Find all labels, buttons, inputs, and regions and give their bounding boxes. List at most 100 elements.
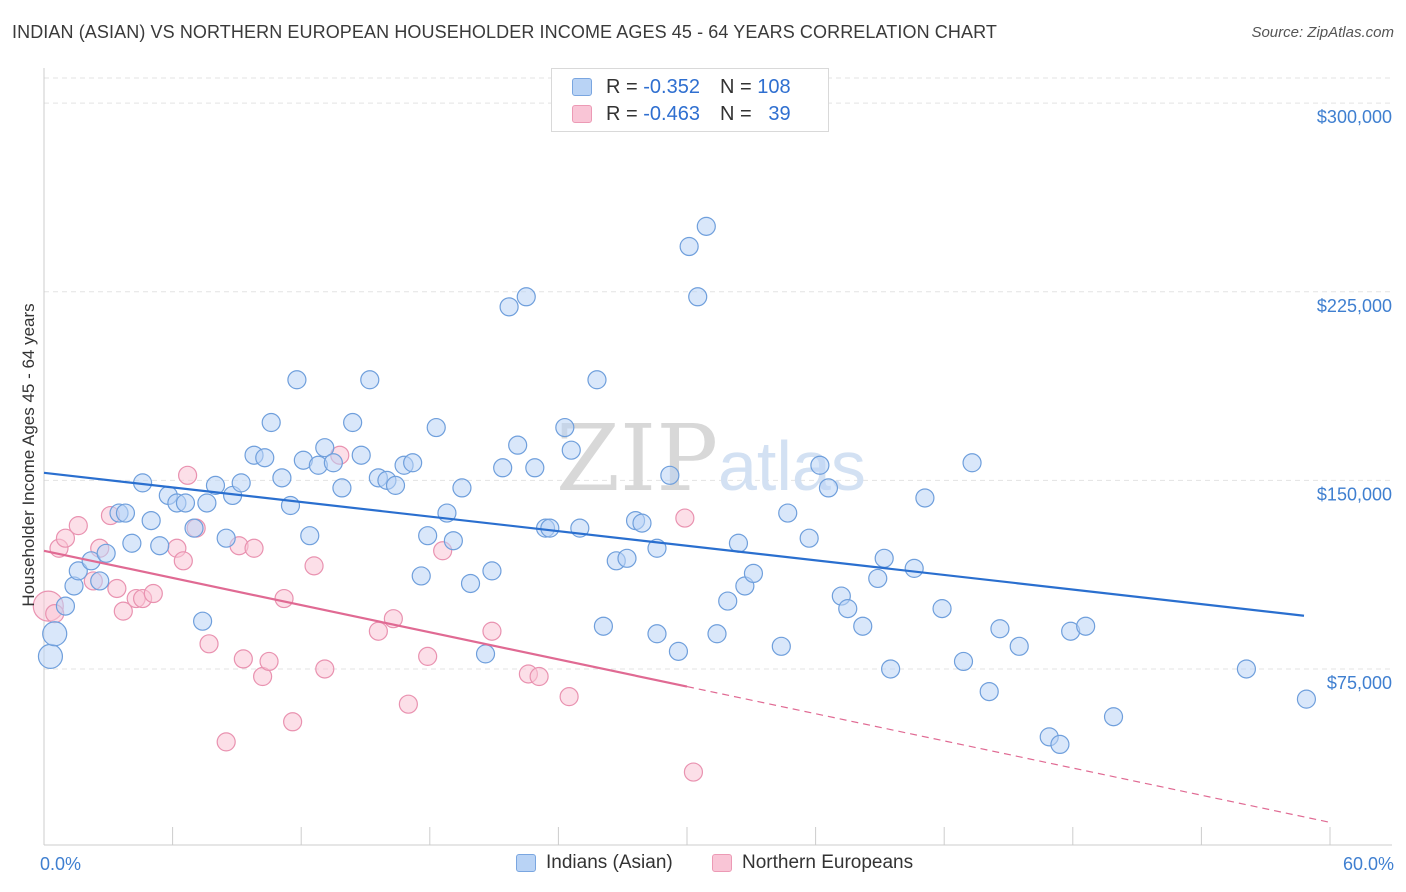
point-northern-europeans (233, 649, 253, 669)
series-legend: Indians (Asian) Northern Europeans (0, 852, 1406, 878)
point-indians-asian (853, 616, 873, 636)
point-indians-asian (932, 599, 952, 619)
point-northern-europeans (559, 687, 579, 707)
x-tick-label: 0.0% (40, 854, 81, 874)
point-indians-asian (418, 526, 438, 546)
point-indians-asian (1076, 616, 1096, 636)
point-indians-asian (632, 513, 652, 533)
point-indians-asian (743, 563, 764, 584)
point-northern-europeans (529, 666, 549, 687)
point-indians-asian (343, 412, 363, 433)
point-indians-asian (261, 412, 281, 433)
point-indians-asian (561, 440, 581, 460)
point-indians-asian (516, 287, 536, 307)
point-indians-asian (300, 526, 320, 546)
point-indians-asian (175, 493, 196, 513)
point-indians-asian (778, 503, 798, 523)
point-northern-europeans (259, 651, 279, 672)
trend-lines (43, 471, 1331, 823)
point-indians-asian (115, 503, 136, 523)
point-northern-europeans (199, 634, 219, 654)
watermark-zip: ZIP (556, 405, 718, 512)
point-indians-asian (696, 216, 716, 236)
point-indians-asian (255, 448, 275, 468)
point-indians-asian (184, 518, 204, 538)
y-tick-label: $225,000 (1317, 296, 1392, 316)
y-tick-label: $300,000 (1317, 107, 1392, 127)
point-indians-asian (1296, 689, 1317, 709)
point-indians-asian (332, 478, 352, 498)
n-value: 39 (768, 102, 791, 125)
point-northern-europeans (178, 465, 198, 485)
y-axis-label: Householder Income Ages 45 - 64 years (19, 303, 38, 606)
y-tick-label: $150,000 (1317, 484, 1392, 504)
point-indians-asian (315, 438, 335, 458)
stats-row-northern-europeans: R = -0.463 N = 39 (572, 101, 791, 127)
point-indians-asian (141, 510, 161, 531)
point-indians-asian (68, 561, 88, 581)
point-indians-asian (962, 453, 982, 473)
point-indians-asian (460, 573, 481, 594)
point-indians-asian (55, 596, 76, 616)
point-indians-asian (452, 478, 472, 498)
swatch-pink (572, 105, 592, 123)
swatch-pink (712, 854, 732, 872)
point-indians-asian (707, 624, 727, 644)
r-value: -0.352 (643, 75, 700, 98)
stats-row-indians: R = -0.352 N = 108 (572, 74, 791, 100)
point-indians-asian (953, 651, 974, 672)
n-value: 108 (757, 75, 791, 98)
point-indians-asian (979, 681, 999, 702)
point-indians-asian (508, 435, 528, 455)
n-label: N = (719, 75, 752, 98)
point-indians-asian (475, 644, 496, 664)
point-indians-asian (679, 236, 699, 257)
point-indians-asian (904, 558, 924, 578)
point-indians-asian (96, 543, 116, 563)
r-value: -0.463 (643, 102, 700, 125)
point-indians-asian (718, 591, 738, 611)
point-indians-asian (915, 488, 935, 508)
point-indians-asian (881, 659, 901, 679)
point-indians-asian (499, 297, 519, 317)
point-northern-europeans (482, 621, 502, 641)
watermark: ZIP atlas (556, 405, 866, 512)
point-indians-asian (323, 453, 343, 473)
point-indians-asian (287, 370, 307, 390)
point-indians-asian (411, 566, 431, 586)
point-indians-asian (403, 453, 423, 473)
point-indians-asian (1103, 707, 1124, 727)
point-northern-europeans (143, 583, 163, 604)
point-northern-europeans (683, 762, 704, 782)
point-indians-asian (990, 619, 1010, 639)
point-indians-asian (197, 493, 217, 513)
swatch-blue (572, 78, 592, 96)
r-label: R = (606, 102, 638, 125)
point-indians-asian (617, 548, 637, 568)
point-indians-asian (647, 624, 667, 644)
point-indians-asian (810, 455, 830, 475)
point-indians-asian (193, 611, 213, 631)
point-indians-asian (771, 636, 791, 656)
point-indians-asian (868, 568, 888, 589)
point-northern-europeans (113, 601, 133, 621)
stats-legend: R = -0.352 N = 108 R = -0.463 N = 39 (551, 68, 829, 132)
trend-line-indians (43, 471, 1305, 617)
series-indians-asian (37, 216, 1317, 755)
point-indians-asian (540, 518, 560, 538)
point-northern-europeans (368, 621, 388, 641)
point-indians-asian (688, 287, 708, 307)
legend-item-indians: Indians (Asian) (516, 852, 673, 874)
point-indians-asian (587, 370, 607, 390)
point-northern-europeans (216, 732, 236, 752)
chart-title: INDIAN (ASIAN) VS NORTHERN EUROPEAN HOUS… (12, 22, 997, 42)
point-northern-europeans (55, 528, 76, 548)
point-indians-asian (728, 533, 749, 553)
swatch-blue (516, 854, 536, 872)
point-indians-asian (37, 643, 64, 669)
legend-label: Northern Europeans (742, 852, 914, 873)
source-label: Source: ZipAtlas.com (1251, 24, 1394, 41)
point-indians-asian (838, 599, 858, 619)
